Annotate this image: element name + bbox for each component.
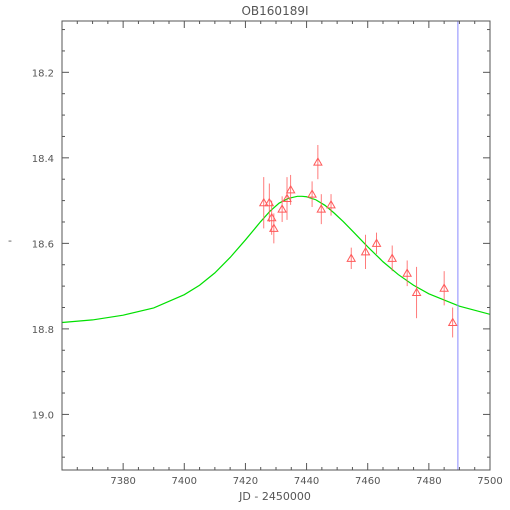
axes: 7380 7400 7420 7440 7460 7480 7500 18.2 18.4 18.6…	[32, 20, 503, 487]
data-point-triangle	[282, 193, 292, 202]
y-tick-label: 19.0	[32, 410, 54, 421]
data-point-triangle	[439, 283, 450, 292]
x-tick-label: 7380	[110, 476, 135, 487]
data-point-triangle	[360, 246, 371, 256]
y-axis-title: -	[8, 234, 12, 247]
x-tick-label: 7460	[355, 476, 380, 487]
y-tick-label: 18.8	[32, 325, 54, 336]
data-point-triangle	[285, 184, 296, 194]
y-tick-label: 18.2	[32, 68, 54, 79]
data-point-triangle	[316, 204, 327, 213]
data-point-triangle	[313, 157, 323, 166]
x-tick-label: 7400	[172, 476, 197, 487]
model-curve	[62, 195, 490, 324]
x-tick-label: 7440	[294, 476, 319, 487]
plot-frame	[61, 20, 491, 471]
x-tick-label: 7480	[416, 476, 441, 487]
data-point-triangle	[346, 253, 357, 262]
data-point-triangle	[402, 268, 413, 277]
data-point-triangle	[411, 287, 422, 297]
y-tick-label: 18.4	[32, 154, 54, 165]
data-point-triangle	[277, 204, 287, 213]
data-point-triangle	[264, 197, 275, 207]
y-tick-label: 18.6	[32, 239, 54, 250]
x-tick-label: 7500	[477, 476, 502, 487]
data-point-triangle	[371, 238, 382, 247]
data-point-triangle	[447, 317, 458, 326]
data-point-triangle	[268, 223, 279, 232]
data-point-triangle	[258, 197, 269, 207]
x-tick-label: 7420	[233, 476, 258, 487]
data-point-triangle	[307, 189, 317, 198]
data-point-triangle	[387, 253, 398, 262]
data-point-triangle	[326, 199, 336, 209]
x-axis-title: JD - 2450000	[238, 490, 311, 503]
plot-area	[62, 21, 490, 470]
chart-title: OB160189I	[241, 4, 308, 18]
